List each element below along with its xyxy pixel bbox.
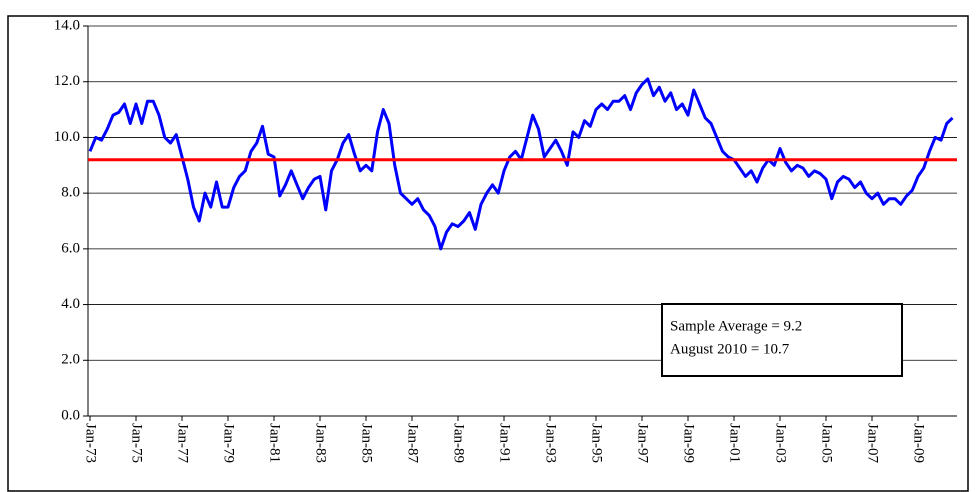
x-tick-label: Jan-83 bbox=[313, 423, 329, 463]
x-tick-label: Jan-77 bbox=[175, 423, 191, 463]
x-tick-label: Jan-79 bbox=[221, 423, 237, 463]
x-tick-label: Jan-97 bbox=[635, 423, 651, 463]
x-tick-label: Jan-05 bbox=[819, 423, 835, 463]
series-line bbox=[88, 77, 954, 251]
annotation: Sample Average = 9.2 bbox=[670, 318, 802, 334]
x-tick-label: Jan-95 bbox=[589, 423, 605, 463]
x-tick-label: Jan-09 bbox=[911, 423, 927, 463]
x-tick-label: Jan-75 bbox=[129, 423, 145, 463]
x-tick-label: Jan-99 bbox=[681, 423, 697, 463]
y-tick-label: 8.0 bbox=[61, 185, 80, 201]
y-tick-label: 12.0 bbox=[54, 73, 80, 89]
y-tick-label: 14.0 bbox=[54, 17, 80, 33]
y-tick-label: 10.0 bbox=[54, 129, 80, 145]
x-tick-label: Jan-89 bbox=[451, 423, 467, 463]
x-tick-label: Jan-01 bbox=[727, 423, 743, 463]
y-tick-label: 4.0 bbox=[61, 296, 80, 312]
x-tick-label: Jan-93 bbox=[543, 423, 559, 463]
y-tick-label: 6.0 bbox=[61, 240, 80, 256]
x-tick-label: Jan-87 bbox=[405, 423, 421, 463]
x-tick-label: Jan-03 bbox=[773, 423, 789, 463]
y-tick-label: 2.0 bbox=[61, 352, 80, 368]
x-tick-label: Jan-91 bbox=[497, 423, 513, 463]
y-tick-label: 0.0 bbox=[61, 407, 80, 423]
annotation-box bbox=[661, 303, 903, 377]
x-tick-label: Jan-85 bbox=[359, 423, 375, 463]
x-tick-label: Jan-07 bbox=[865, 423, 881, 463]
x-tick-label: Jan-73 bbox=[83, 423, 99, 463]
chart-frame bbox=[7, 15, 969, 492]
x-tick-label: Jan-81 bbox=[267, 423, 283, 463]
annotation: August 2010 = 10.7 bbox=[670, 341, 790, 357]
